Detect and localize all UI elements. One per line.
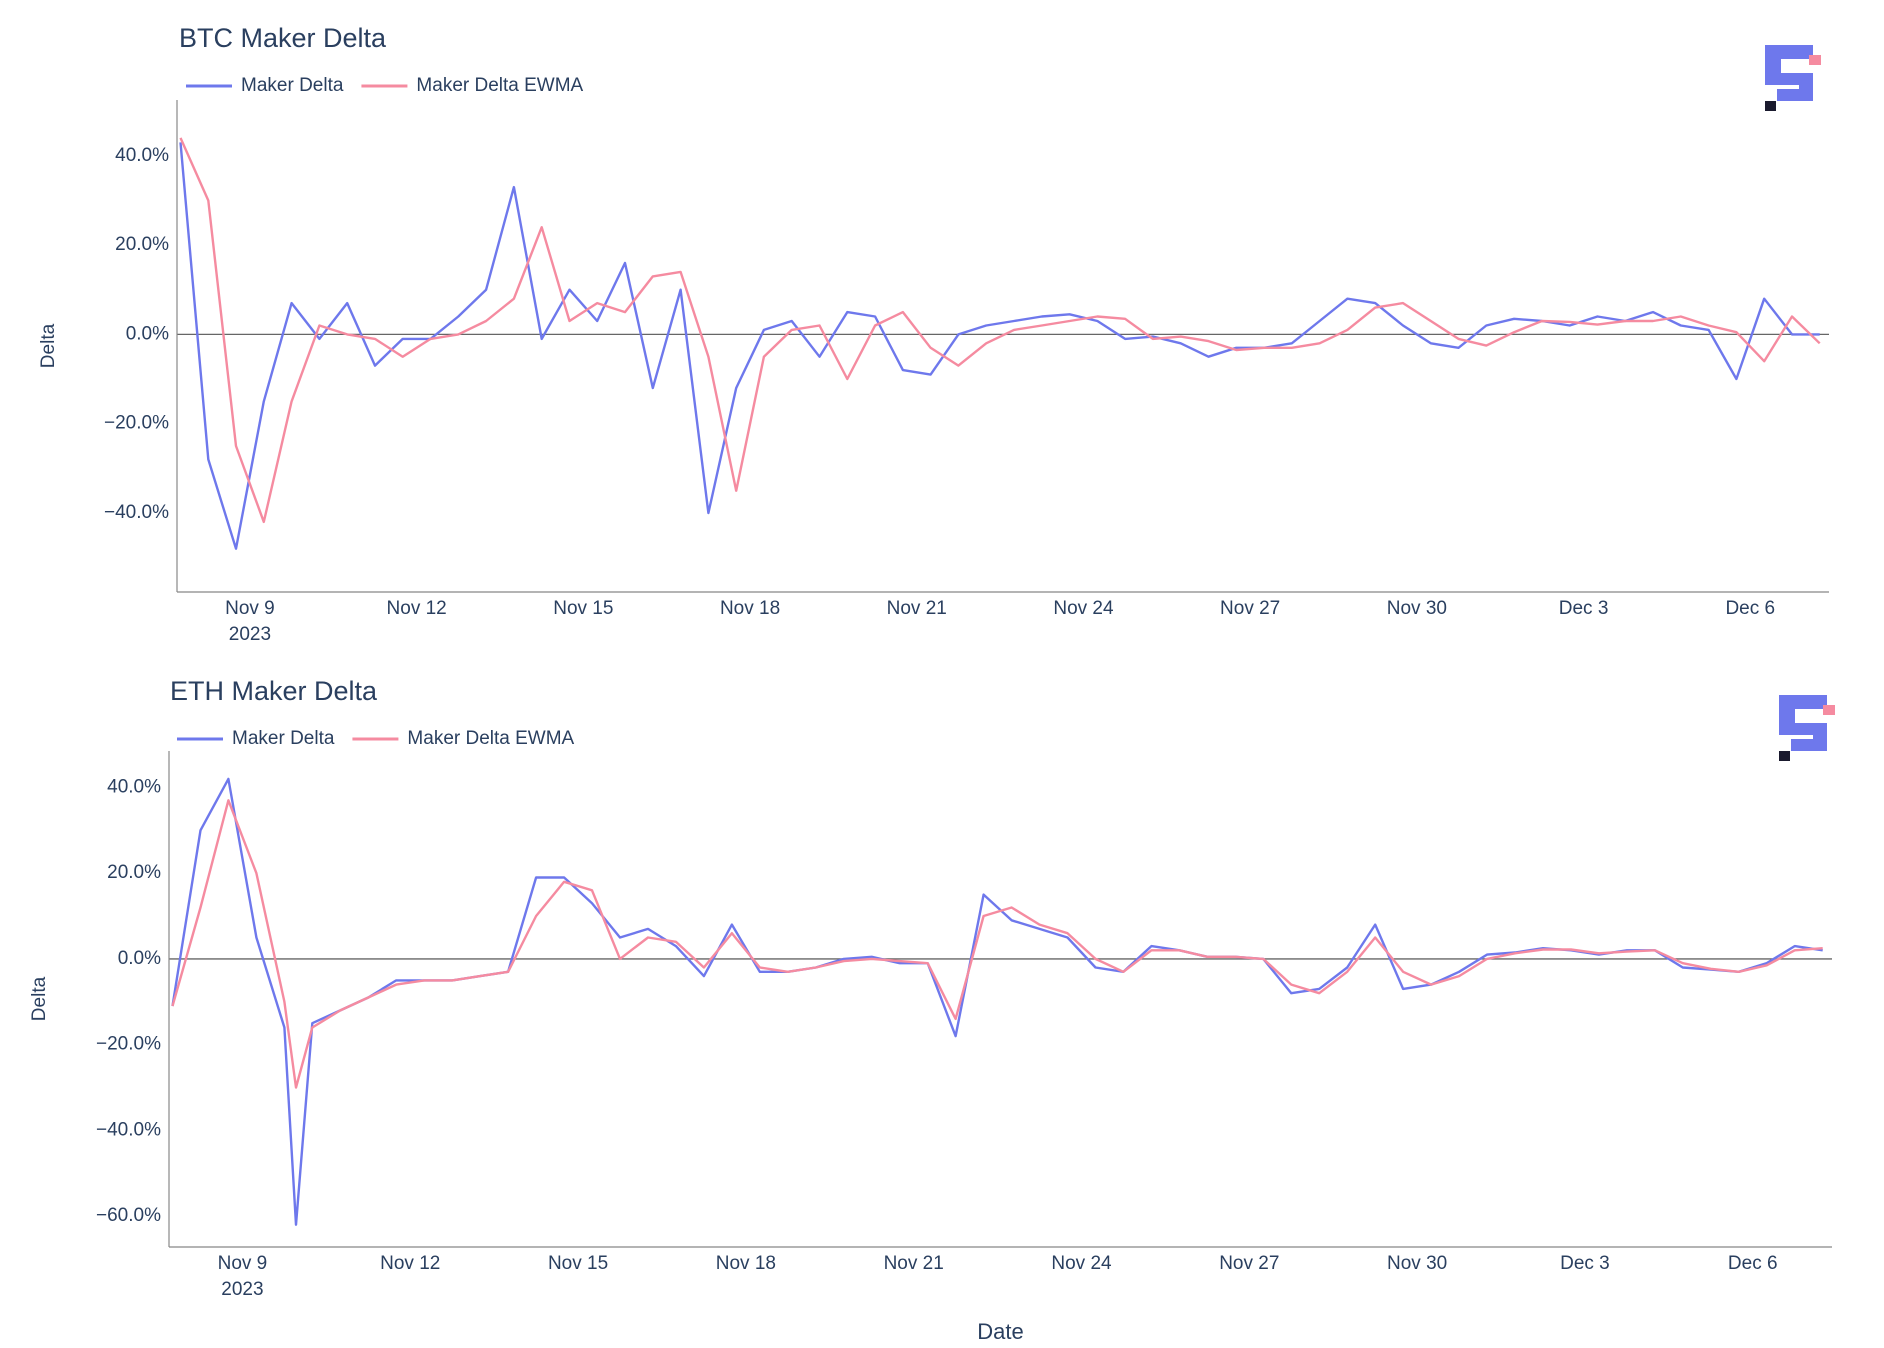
series-line <box>179 137 1821 524</box>
logo <box>1765 45 1821 111</box>
x-tick-label: Nov 30 <box>1387 598 1447 619</box>
x-tick-label: Nov 15 <box>548 1253 608 1274</box>
x-tick-label: Dec 3 <box>1560 1253 1610 1274</box>
x-tick-label: Dec 3 <box>1559 598 1609 619</box>
logo-mark <box>1765 45 1813 101</box>
legend-label: Maker Delta EWMA <box>407 728 574 749</box>
logo-dot <box>1809 55 1821 65</box>
x-tick-label: Nov 27 <box>1219 1253 1279 1274</box>
y-tick-label: 40.0% <box>107 776 161 797</box>
y-tick-label: 0.0% <box>126 323 169 344</box>
logo-dot <box>1779 751 1790 761</box>
x-tick-label: Nov 30 <box>1387 1253 1447 1274</box>
y-axis-title: Delta <box>38 323 59 368</box>
y-tick-label: −20.0% <box>96 1034 161 1055</box>
x-tick-label: Nov 24 <box>1053 598 1114 619</box>
legend-label: Maker Delta EWMA <box>416 75 583 96</box>
x-tick-label: Nov 18 <box>720 598 780 619</box>
logo-dot <box>1765 101 1776 111</box>
x-tick-label: Nov 24 <box>1051 1253 1112 1274</box>
y-tick-label: −20.0% <box>104 413 169 434</box>
x-tick-label: Dec 6 <box>1725 598 1775 619</box>
x-tick-label: Nov 12 <box>387 598 447 619</box>
logo-mark <box>1779 695 1827 751</box>
y-tick-label: 20.0% <box>107 862 161 883</box>
x-tick-label: Nov 21 <box>887 598 947 619</box>
y-tick-label: 40.0% <box>115 145 169 166</box>
x-tick-label: Dec 6 <box>1728 1253 1778 1274</box>
y-tick-label: −60.0% <box>96 1205 161 1226</box>
series-line <box>171 777 1823 1226</box>
x-axis-title: Date <box>977 1319 1023 1344</box>
x-tick-label: Nov 12 <box>380 1253 440 1274</box>
legend-label: Maker Delta <box>232 728 335 749</box>
x-tick-label: Nov 9 <box>225 598 275 619</box>
y-tick-label: −40.0% <box>96 1119 161 1140</box>
x-tick-label: Nov 27 <box>1220 598 1280 619</box>
x-tick-label: Nov 15 <box>553 598 613 619</box>
x-tick-label: Nov 18 <box>716 1253 776 1274</box>
logo <box>1779 695 1835 761</box>
x-tick-label: Nov 9 <box>218 1253 268 1274</box>
chart-title: ETH Maker Delta <box>170 676 378 706</box>
chart-title: BTC Maker Delta <box>179 23 387 53</box>
y-axis-title: Delta <box>29 976 50 1021</box>
series-line <box>179 142 1820 550</box>
series-line <box>171 799 1823 1089</box>
y-tick-label: 0.0% <box>118 948 161 969</box>
logo-dot <box>1823 705 1835 715</box>
legend-label: Maker Delta <box>241 75 344 96</box>
y-tick-label: −40.0% <box>104 502 169 523</box>
x-tick-year: 2023 <box>229 624 271 645</box>
x-tick-label: Nov 21 <box>884 1253 944 1274</box>
x-tick-year: 2023 <box>221 1279 263 1300</box>
y-tick-label: 20.0% <box>115 234 169 255</box>
